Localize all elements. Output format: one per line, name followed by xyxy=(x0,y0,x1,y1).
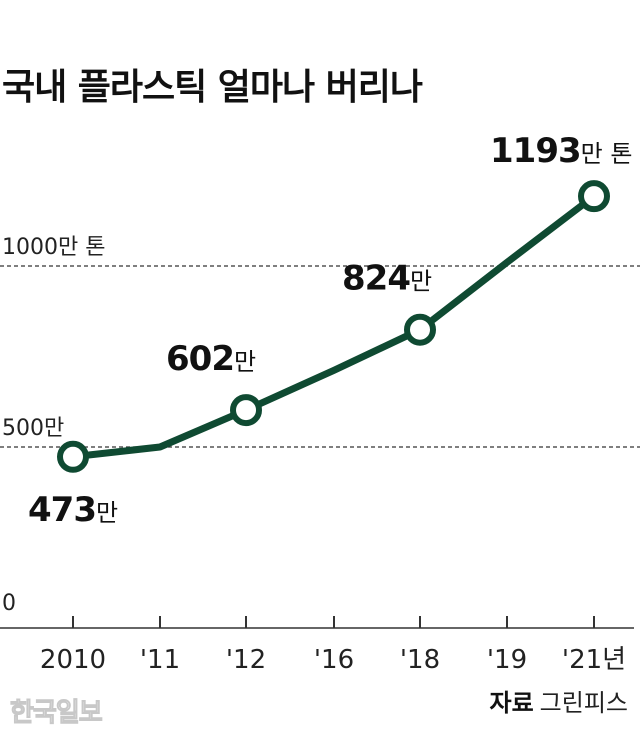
data-point-marker xyxy=(57,440,89,473)
x-tick-label: '21년 xyxy=(562,645,626,675)
data-label-unit: 만 xyxy=(234,348,256,376)
y-tick-label: 500만 xyxy=(2,416,64,441)
data-label-number: 824 xyxy=(342,259,410,299)
data-label-number: 602 xyxy=(166,339,234,379)
data-label: 602만 xyxy=(166,339,256,379)
series-line xyxy=(72,193,597,461)
data-label: 473만 xyxy=(28,490,118,530)
x-tick-label: '11 xyxy=(140,645,180,675)
y-tick-label: 1000만 톤 xyxy=(2,235,105,260)
x-tick-label: 2010 xyxy=(40,645,106,675)
x-tick-label: '16 xyxy=(314,645,354,675)
data-label-unit: 만 xyxy=(410,268,432,296)
source-credit: 자료 그린피스 xyxy=(490,683,629,718)
data-label: 1193만 톤 xyxy=(490,131,632,171)
data-point-marker xyxy=(404,313,436,346)
data-label-number: 473 xyxy=(28,490,96,530)
source-name: 그린피스 xyxy=(539,689,628,717)
y-tick-label: 0 xyxy=(2,591,16,616)
data-point-marker xyxy=(578,180,610,213)
x-tick-label: '12 xyxy=(226,645,266,675)
watermark-logo: 한국일보 xyxy=(10,698,104,729)
data-label-unit: 만 xyxy=(96,499,118,527)
data-label-unit: 만 톤 xyxy=(581,140,633,168)
chart-title: 국내 플라스틱 얼마나 버리나 xyxy=(2,67,423,108)
source-label: 자료 xyxy=(489,689,534,717)
data-label: 824만 xyxy=(342,259,432,299)
data-point-marker xyxy=(230,394,262,427)
x-tick-label: '18 xyxy=(400,645,440,675)
x-tick-label: '19 xyxy=(487,645,527,675)
data-label-number: 1193 xyxy=(490,131,581,171)
